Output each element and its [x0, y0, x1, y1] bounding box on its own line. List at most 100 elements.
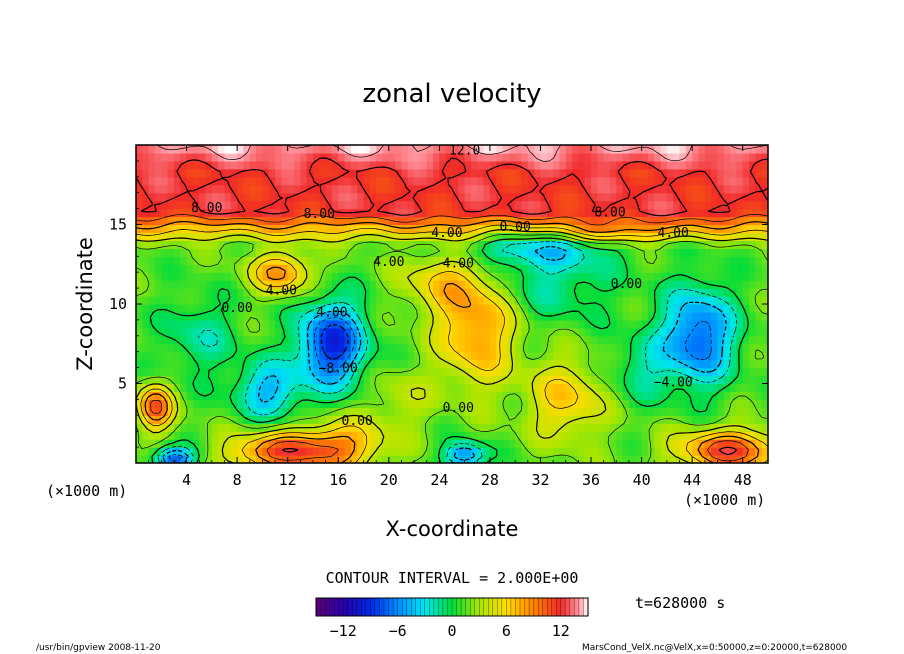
field-cell [338, 288, 346, 297]
field-cell [692, 280, 700, 289]
field-cell [736, 367, 744, 377]
field-cell [237, 184, 245, 194]
field-cell [218, 248, 226, 257]
field-cell [338, 224, 346, 234]
field-cell [508, 232, 516, 241]
field-cell [350, 224, 358, 234]
field-cell [565, 232, 573, 241]
field-cell [692, 439, 700, 448]
field-cell [736, 335, 744, 345]
field-cell [477, 216, 485, 226]
field-cell [584, 160, 592, 170]
field-cell [401, 192, 409, 202]
field-cell [698, 216, 706, 226]
field-cell [546, 296, 554, 305]
contour-line [136, 229, 768, 463]
field-cell [464, 383, 472, 393]
field-cell [698, 208, 706, 218]
field-cell [325, 415, 333, 424]
field-cell [230, 160, 238, 170]
field-cell [565, 351, 573, 361]
field-cell [376, 399, 384, 408]
field-cell [723, 184, 731, 194]
field-cell [515, 232, 523, 241]
field-cell [679, 145, 687, 154]
field-cell [407, 216, 415, 226]
field-cell [319, 168, 327, 178]
field-cell [477, 304, 485, 313]
field-cell [439, 343, 447, 353]
field-cell [167, 415, 175, 424]
field-cell [635, 327, 643, 337]
field-cell [186, 359, 194, 369]
field-cell [148, 296, 156, 305]
field-cell [433, 407, 440, 416]
field-cell [477, 327, 485, 337]
field-cell [376, 248, 384, 257]
field-cell [654, 304, 662, 313]
field-cell [761, 184, 768, 194]
field-cell [610, 288, 617, 297]
field-cell [660, 208, 668, 218]
field-cell [338, 184, 346, 194]
field-cell [730, 256, 737, 265]
field-cell [350, 311, 358, 321]
field-cell [698, 311, 706, 321]
field-cell [496, 311, 504, 321]
field-cell [420, 439, 428, 448]
field-cell [477, 351, 485, 361]
field-cell [407, 256, 415, 265]
field-cell [243, 455, 251, 463]
field-cell [300, 335, 308, 345]
field-cell [534, 272, 542, 281]
field-cell [742, 311, 750, 321]
field-cell [300, 160, 308, 170]
field-cell [483, 311, 491, 321]
field-cell [173, 415, 181, 424]
colorbar-cell [361, 597, 367, 617]
field-cell [224, 343, 232, 353]
field-cell [319, 240, 327, 249]
field-cell [161, 224, 169, 234]
field-cell [641, 240, 649, 249]
chart-title: zonal velocity [362, 79, 541, 109]
field-cell [641, 184, 649, 194]
field-cell [237, 359, 245, 369]
field-cell [173, 160, 181, 170]
field-cell [426, 184, 434, 194]
field-cell [521, 304, 529, 313]
field-cell [603, 311, 611, 321]
field-cell [597, 415, 605, 424]
field-cell [199, 343, 207, 353]
field-cell [369, 319, 377, 329]
field-cell [294, 431, 301, 440]
field-cell [749, 311, 756, 321]
field-cell [325, 399, 333, 408]
field-cell [698, 343, 706, 353]
field-cell [521, 296, 529, 305]
field-cell [679, 296, 687, 305]
field-cell [173, 264, 181, 273]
field-cell [243, 351, 251, 361]
field-cell [565, 248, 573, 257]
field-cell [350, 319, 358, 329]
field-cell [256, 160, 263, 170]
field-cell [218, 359, 226, 369]
field-cell [262, 256, 270, 265]
field-cell [294, 168, 301, 178]
field-cell [572, 264, 579, 273]
field-cell [268, 327, 276, 337]
field-cell [654, 335, 662, 345]
field-cell [730, 399, 737, 408]
field-cell [553, 447, 561, 456]
field-cell [230, 272, 238, 281]
field-cell [439, 327, 447, 337]
field-cell [565, 152, 573, 162]
field-cell [218, 367, 226, 377]
field-cell [477, 431, 485, 440]
field-cell [540, 160, 548, 170]
field-cell [540, 375, 548, 385]
field-cell [325, 375, 333, 385]
field-cell [401, 359, 409, 369]
field-cell [635, 232, 643, 241]
